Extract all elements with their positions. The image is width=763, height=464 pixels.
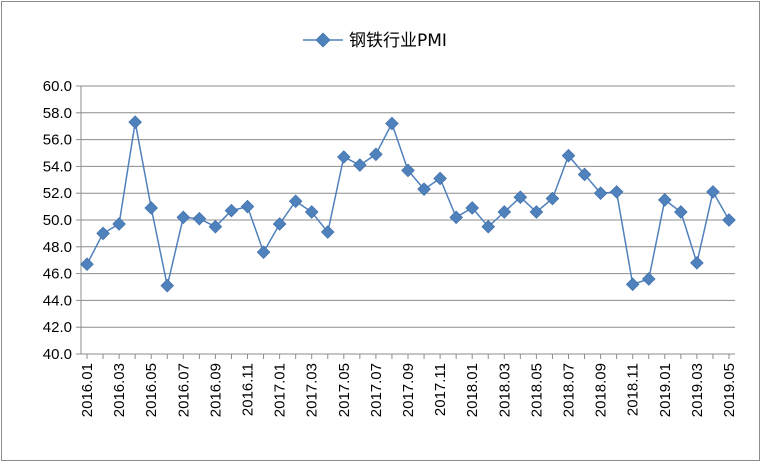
x-tick-label: 2017.11 [432, 363, 449, 416]
y-tick-label: 54.0 [43, 158, 72, 175]
data-point-marker [417, 182, 431, 196]
x-tick-label: 2018.09 [593, 363, 610, 417]
y-tick-label: 60.0 [43, 78, 72, 95]
gridlines [81, 85, 735, 355]
data-point-marker [256, 245, 271, 259]
x-tick-label: 2018.03 [496, 363, 513, 417]
data-point-marker [433, 171, 447, 186]
data-point-marker [369, 147, 383, 162]
data-point-marker [144, 201, 158, 215]
data-point-marker [593, 186, 608, 200]
x-tick-label: 2019.01 [657, 363, 674, 417]
data-point-marker [513, 190, 528, 205]
data-point-marker [112, 217, 126, 231]
x-tick-label: 2017.03 [304, 363, 321, 417]
series-line [86, 121, 730, 286]
data-point-marker [722, 213, 736, 227]
data-point-marker [208, 219, 223, 234]
x-tick-label: 2018.07 [561, 363, 578, 417]
x-tick-label: 2016.05 [143, 363, 160, 417]
legend: 钢铁行业PMI [303, 31, 447, 51]
x-tick-label: 2016.09 [207, 363, 224, 417]
legend-label: 钢铁行业PMI [349, 31, 447, 51]
data-point-marker [160, 278, 175, 293]
y-tick-label: 44.0 [43, 292, 72, 309]
x-tick-label: 2016.07 [175, 363, 192, 417]
y-tick-label: 48.0 [43, 239, 72, 256]
x-tick-label: 2017.09 [400, 363, 417, 417]
data-point-marker [449, 210, 463, 225]
x-tick-label: 2017.01 [272, 363, 289, 417]
data-point-marker [337, 150, 351, 164]
data-point-marker [176, 210, 191, 225]
y-tick-label: 52.0 [43, 185, 72, 202]
data-point-marker [497, 205, 512, 219]
data-point-marker [192, 211, 207, 226]
legend-marker [315, 32, 331, 48]
data-point-marker [353, 158, 367, 172]
y-tick-label: 42.0 [43, 319, 72, 336]
y-tick-label: 56.0 [43, 132, 72, 149]
data-point-marker [577, 167, 592, 182]
data-point-marker [385, 116, 399, 131]
data-point-marker [609, 185, 624, 199]
x-axis: 2016.01 2016.03 2016.05 2016.07 2016.09 2016.… [79, 353, 738, 417]
x-tick-label: 2019.03 [689, 363, 706, 417]
data-point-marker [690, 256, 704, 270]
data-point-marker [658, 193, 672, 207]
y-tick-label: 50.0 [43, 212, 72, 229]
data-point-marker [304, 205, 319, 219]
data-point-marker [288, 194, 303, 209]
data-point-marker [561, 148, 576, 163]
data-point-marker [529, 205, 544, 219]
data-point-marker [674, 205, 688, 219]
data-point-marker [240, 199, 255, 214]
x-tick-label: 2016.11 [240, 363, 257, 416]
data-point-marker [96, 226, 110, 241]
series-markers [80, 115, 736, 293]
data-point-marker [481, 219, 496, 234]
y-tick-label: 40.0 [43, 346, 72, 363]
x-tick-label: 2016.03 [111, 363, 128, 417]
x-tick-label: 2018.11 [625, 363, 642, 416]
data-point-marker [224, 203, 239, 218]
data-point-marker [80, 257, 94, 272]
y-tick-label: 58.0 [43, 105, 72, 122]
data-point-marker [641, 272, 656, 286]
data-point-marker [545, 191, 560, 206]
x-tick-label: 2019.05 [721, 363, 738, 417]
data-point-marker [706, 185, 720, 199]
data-point-marker [128, 115, 142, 129]
x-tick-label: 2017.07 [368, 363, 385, 417]
data-point-marker [625, 277, 640, 292]
y-axis: 40.0 42.0 44.0 46.0 48.0 50.0 52.0 54.0 56.0 58.0… [43, 78, 82, 363]
data-point-marker [320, 225, 335, 239]
y-tick-label: 46.0 [43, 266, 72, 283]
data-point-marker [272, 217, 287, 231]
data-point-marker [401, 163, 415, 178]
x-tick-label: 2018.01 [464, 363, 481, 417]
x-tick-label: 2017.05 [336, 363, 353, 417]
x-tick-label: 2016.01 [79, 363, 96, 417]
data-point-marker [465, 201, 479, 215]
x-tick-label: 2018.05 [528, 363, 545, 417]
